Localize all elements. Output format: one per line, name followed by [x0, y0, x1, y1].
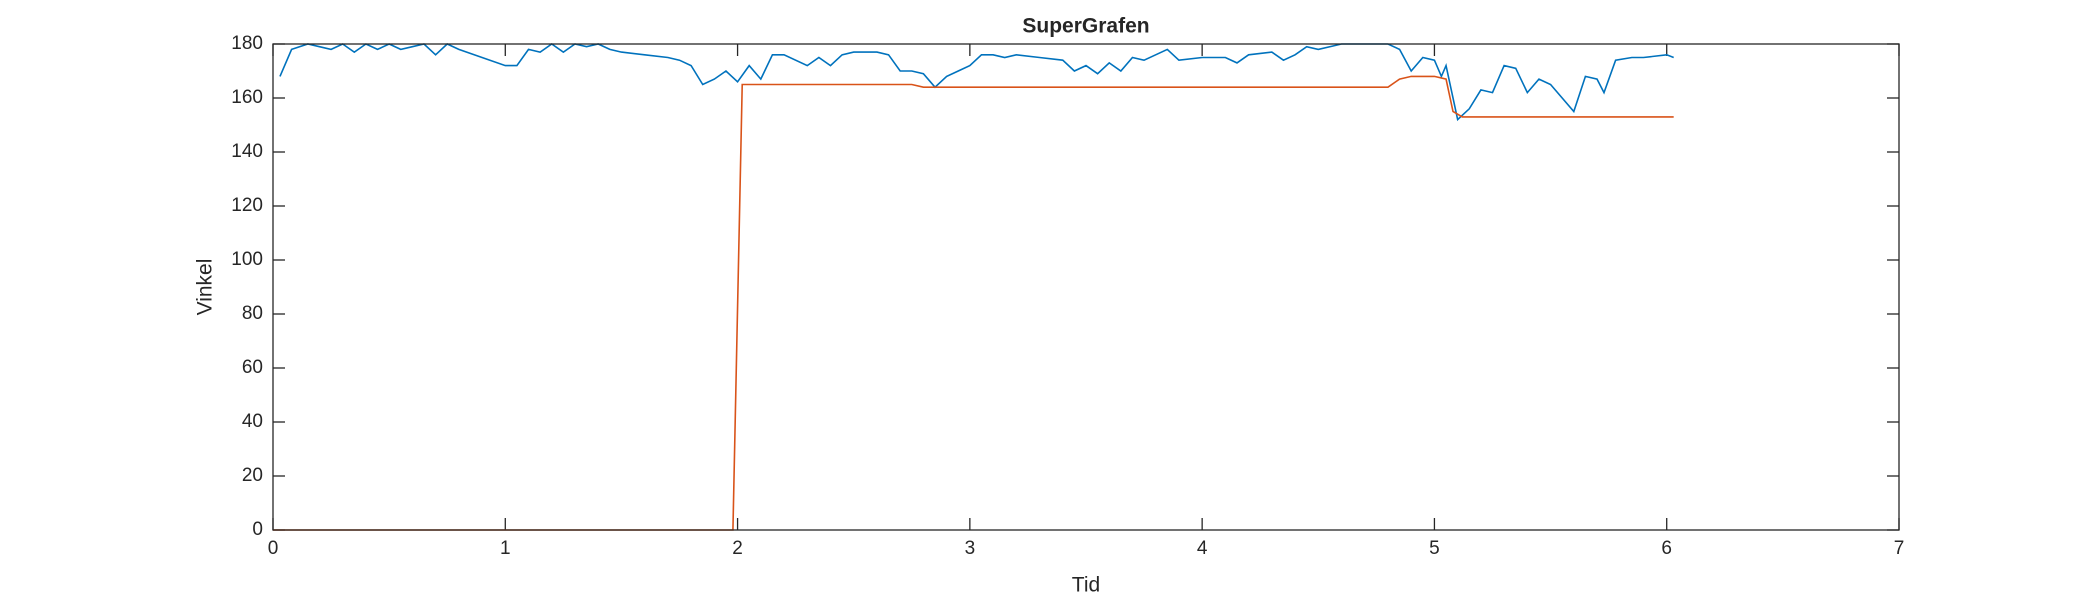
- x-tick-label: 2: [732, 538, 743, 559]
- x-tick-label: 5: [1429, 538, 1440, 559]
- y-tick-label: 180: [231, 33, 263, 54]
- x-tick-label: 3: [965, 538, 976, 559]
- y-tick-label: 40: [242, 411, 263, 432]
- y-tick-label: 100: [231, 249, 263, 270]
- y-tick-label: 140: [231, 141, 263, 162]
- x-tick-label: 4: [1197, 538, 1208, 559]
- data-line: [273, 75, 1674, 531]
- x-tick-label: 6: [1661, 538, 1672, 559]
- x-tick-label: 1: [500, 538, 511, 559]
- chart-title: SuperGrafen: [1022, 15, 1149, 38]
- x-axis-label: Tid: [1072, 574, 1100, 597]
- axes-box: [272, 43, 1900, 531]
- x-tick-label: 0: [268, 538, 279, 559]
- y-tick-label: 20: [242, 465, 263, 486]
- y-axis-label: Vinkel: [194, 259, 217, 316]
- y-tick-label: 60: [242, 357, 263, 378]
- x-tick-label: 7: [1894, 538, 1905, 559]
- y-tick-label: 160: [231, 87, 263, 108]
- y-tick-label: 120: [231, 195, 263, 216]
- y-tick-label: 0: [252, 519, 263, 540]
- y-tick-label: 80: [242, 303, 263, 324]
